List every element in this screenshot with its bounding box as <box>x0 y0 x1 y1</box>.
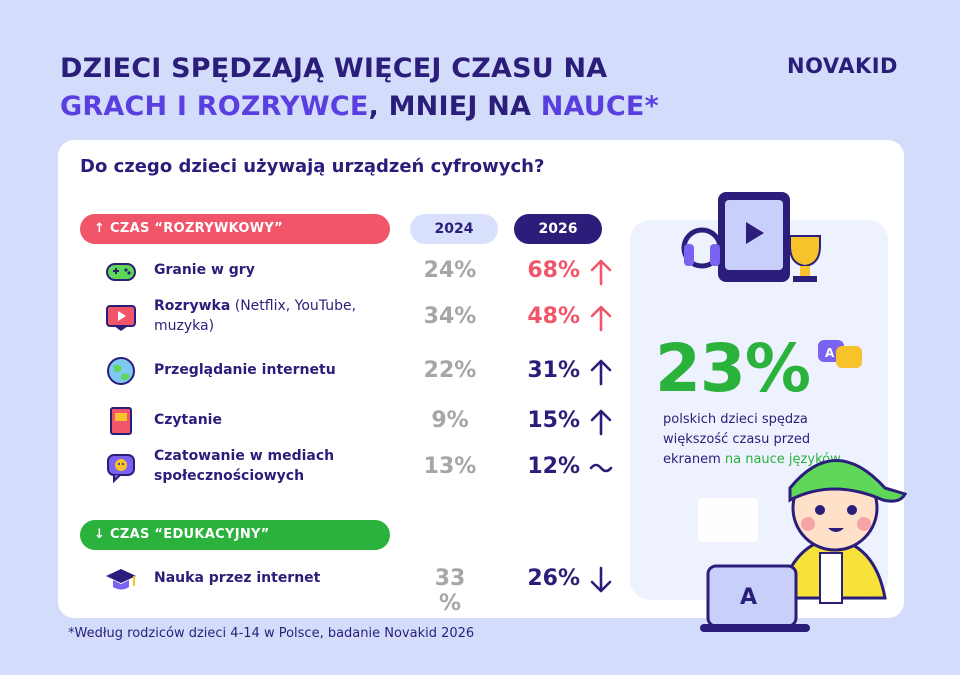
trend-up-icon <box>588 407 614 437</box>
kid-illustration: A <box>690 448 920 653</box>
stat-text-highlight: na nauce języków <box>724 452 841 467</box>
row-label: Przeglądanie internetu <box>154 360 394 380</box>
svg-text:A: A <box>825 346 835 360</box>
table-row: Granie w gry 24% 68% <box>100 252 620 292</box>
tablet-illustration <box>680 186 830 296</box>
value-2026: 31% <box>527 358 580 383</box>
row-label-main: Czatowanie w mediach społecznościowych <box>154 448 335 484</box>
value-2026: 68% <box>527 258 580 283</box>
value-2026: 48% <box>527 304 580 329</box>
title-line-1: DZIECI SPĘDZAJĄ WIĘCEJ CZASU NA <box>60 53 608 84</box>
value-2024: 9% <box>431 408 469 433</box>
globe-icon <box>104 354 138 388</box>
value-2024: 34% <box>423 304 477 329</box>
table-row: Czatowanie w mediach społecznościowych 13… <box>100 448 620 488</box>
chat-icon <box>104 450 138 484</box>
book-icon <box>104 404 138 438</box>
trend-up-icon <box>588 303 614 333</box>
row-label: Nauka przez internet <box>154 568 394 588</box>
gamepad-icon <box>104 254 138 288</box>
stat-value: 23% <box>655 330 811 407</box>
value-2024: 13% <box>423 454 477 479</box>
title-mid: , MNIEJ NA <box>368 91 541 122</box>
value-2024: 33 % <box>434 566 466 616</box>
title-accent-learning: NAUCE <box>540 91 645 122</box>
play-icon <box>104 300 138 334</box>
row-label: Granie w gry <box>154 260 394 280</box>
year-2024-header: 2024 <box>410 214 498 244</box>
row-label-main: Nauka przez internet <box>154 570 321 586</box>
category-entertainment: ↑ CZAS “ROZRYWKOWY” <box>80 214 390 244</box>
value-2026: 12% <box>527 454 580 479</box>
row-label-extra: (Netflix, YouTube, muzyka) <box>154 298 357 334</box>
footnote: *Według rodziców dzieci 4-14 w Polsce, b… <box>68 626 475 641</box>
row-label-main: Czytanie <box>154 412 222 428</box>
category-education: ↓ CZAS “EDUKACYJNY” <box>80 520 390 550</box>
table-row: Nauka przez internet 33 % 26% <box>100 560 620 616</box>
language-bubble-icon: A <box>816 336 864 376</box>
row-label: Czatowanie w mediach społecznościowych <box>154 446 344 486</box>
logo-text: NOVAKID <box>787 54 898 78</box>
novakid-logo: NOVAKID <box>787 54 898 78</box>
trend-up-icon <box>588 357 614 387</box>
svg-text:A: A <box>740 585 757 610</box>
row-label-main: Rozrywka <box>154 298 231 314</box>
value-2026: 15% <box>527 408 580 433</box>
page-title: DZIECI SPĘDZAJĄ WIĘCEJ CZASU NA GRACH I … <box>60 50 740 126</box>
title-accent-games: GRACH I ROZRYWCE <box>60 91 369 122</box>
value-2024: 22% <box>423 358 477 383</box>
trend-flat-icon <box>588 453 614 483</box>
table-row: Przeglądanie internetu 22% 31% <box>100 352 620 392</box>
row-label: Rozrywka (Netflix, YouTube, muzyka) <box>154 296 394 336</box>
graduation-cap-icon <box>104 562 138 596</box>
title-line-2: GRACH I ROZRYWCE, MNIEJ NA NAUCE* <box>60 88 740 126</box>
trend-up-icon <box>588 257 614 287</box>
title-asterisk: * <box>644 91 659 122</box>
value-2026: 26% <box>527 566 580 591</box>
table-row: Czytanie 9% 15% <box>100 402 620 442</box>
row-label-main: Granie w gry <box>154 262 255 278</box>
row-label: Czytanie <box>154 410 394 430</box>
value-2024: 24% <box>423 258 477 283</box>
year-2026-header: 2026 <box>514 214 602 244</box>
table-row: Rozrywka (Netflix, YouTube, muzyka) 34% 48… <box>100 298 620 338</box>
row-label-main: Przeglądanie internetu <box>154 362 336 378</box>
stat-text-main: polskich dzieci spędza większość czasu p… <box>663 412 811 467</box>
trend-down-icon <box>588 565 614 595</box>
chart-subtitle: Do czego dzieci używają urządzeń cyfrowy… <box>80 156 545 177</box>
stat-description: polskich dzieci spędza większość czasu p… <box>663 410 843 470</box>
